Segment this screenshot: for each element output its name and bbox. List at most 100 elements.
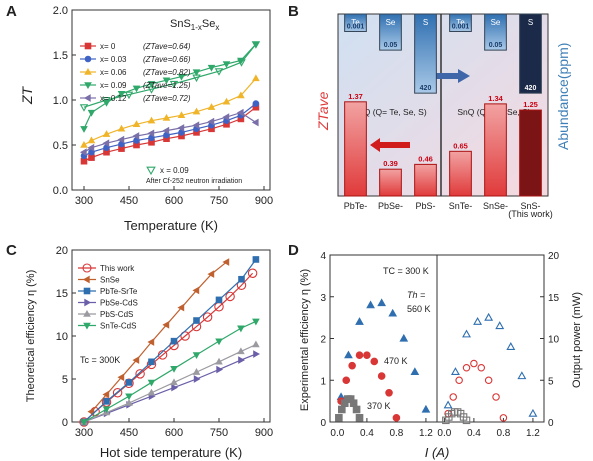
y-axis-label-a: ZT xyxy=(19,85,35,105)
panel-label-b: B xyxy=(288,3,299,20)
c-xtick-label: 300 xyxy=(75,427,93,439)
data-point-a-5 xyxy=(79,104,89,112)
legend-marker-c xyxy=(82,263,92,273)
efficiency-point-1 xyxy=(363,351,371,360)
data-point-c-1 xyxy=(207,270,215,278)
efficiency-point-0 xyxy=(377,298,387,307)
d-ytick-label-left: 4 xyxy=(320,251,326,262)
a-xtick-label: 450 xyxy=(120,195,138,207)
data-point-c-5 xyxy=(252,318,260,326)
data-point-c-5 xyxy=(125,393,133,401)
panel-label-d: D xyxy=(288,242,299,259)
zt-value-label-0: 1.37 xyxy=(348,92,363,101)
d-xtick-label: 0.8 xyxy=(496,428,510,439)
legend-marker-c xyxy=(84,298,92,307)
power-point-1 xyxy=(492,393,500,401)
power-point-1 xyxy=(449,393,457,401)
series-line-c-1 xyxy=(91,261,227,413)
legend-marker-a xyxy=(84,67,92,75)
c-ytick-label: 0 xyxy=(62,417,68,429)
data-point-a-5 xyxy=(169,80,179,89)
data-point-c-1 xyxy=(222,258,230,266)
zt-bar-2 xyxy=(414,163,437,197)
c-ytick-label: 20 xyxy=(56,245,68,257)
power-point-0 xyxy=(473,317,483,325)
data-point-c-1 xyxy=(87,407,95,416)
power-point-0 xyxy=(443,400,453,409)
abundance-bar-3 xyxy=(449,13,472,32)
c-ytick-label: 5 xyxy=(62,374,68,386)
legend-marker-c xyxy=(83,287,91,295)
data-point-a-0 xyxy=(88,154,95,161)
data-point-c-3 xyxy=(238,356,245,364)
power-point-0 xyxy=(484,312,494,321)
zt-bar-5 xyxy=(519,109,542,197)
data-point-c-5 xyxy=(237,325,245,333)
category-note-b: (This work) xyxy=(508,209,553,219)
th-annotation-d: Th = xyxy=(407,290,425,300)
d-ytick-label-left: 3 xyxy=(320,293,326,304)
data-point-c-2 xyxy=(252,256,260,263)
abundance-value-label-4: 0.05 xyxy=(489,42,503,49)
panel-c: Theoretical efficiency η (%) Hot side te… xyxy=(25,245,273,460)
d-xtick-label: 0.0 xyxy=(437,428,451,439)
legend-marker-a xyxy=(83,94,91,102)
efficiency-point-0 xyxy=(421,404,431,413)
element-label-0: Te xyxy=(351,18,360,27)
x-axis-label-a: Temperature (K) xyxy=(124,218,218,233)
legend-zt-a: (ZTave=1.25) xyxy=(143,81,191,90)
right-axis-label-b: Abundance(ppm) xyxy=(555,43,571,150)
axis-ticks-d: 0.0 0.4 0.8 1.2 0.0 0.4 0.8 1.2 0 1 2 3 4 0 5 10 15 20 xyxy=(320,251,559,439)
group-label-pbq: PbQ (Q= Te, Se, S) xyxy=(353,107,426,117)
data-point-a-3 xyxy=(222,61,231,69)
data-point-c-5 xyxy=(102,406,111,414)
data-point-c-0 xyxy=(247,268,258,278)
data-point-a-4 xyxy=(192,121,200,130)
data-point-c-2 xyxy=(193,317,200,324)
c-xtick-label: 450 xyxy=(120,427,138,439)
data-point-c-1 xyxy=(102,390,110,399)
legend-marker-a xyxy=(84,55,92,63)
data-point-c-3 xyxy=(193,375,201,383)
data-point-a-4 xyxy=(177,124,185,132)
efficiency-point-2 xyxy=(355,414,364,422)
category-label-1: PbSe- xyxy=(378,201,403,211)
x-axis-label-d: I (A) xyxy=(425,445,450,460)
data-point-a-3 xyxy=(132,85,141,93)
zt-value-label-2: 0.46 xyxy=(418,154,433,163)
data-point-a-5 xyxy=(214,68,224,76)
data-point-c-1 xyxy=(177,303,185,312)
y-axis-label-right-d: Output power (mW) xyxy=(571,292,583,388)
data-point-c-1 xyxy=(132,356,140,364)
data-point-c-4 xyxy=(192,368,201,375)
series-line-c-0 xyxy=(83,272,254,423)
abundance-bar-4 xyxy=(484,13,507,51)
data-point-a-5 xyxy=(251,41,261,49)
data-point-a-2 xyxy=(117,124,126,132)
temp-label-370: 370 K xyxy=(367,401,391,411)
legend-label-c: This work xyxy=(100,264,135,273)
chart-marks-b: 1.37PbTe-Te0.0010.39PbSe-Se0.050.46PbS-S… xyxy=(344,13,553,219)
data-point-c-0 xyxy=(112,388,123,398)
data-point-a-3 xyxy=(117,91,126,98)
data-point-c-4 xyxy=(237,347,245,355)
data-point-a-3 xyxy=(162,77,171,85)
panel-label-c: C xyxy=(6,242,17,259)
d-ytick-label-left: 0 xyxy=(320,418,326,429)
data-point-a-2 xyxy=(252,74,260,82)
power-point-1 xyxy=(499,414,508,422)
power-point-0 xyxy=(528,408,538,417)
data-point-c-2 xyxy=(238,275,245,283)
power-point-0 xyxy=(517,371,527,380)
d-xtick-label: 0.8 xyxy=(389,428,403,439)
data-point-c-2 xyxy=(148,358,155,366)
data-point-a-2 xyxy=(177,111,186,118)
d-ytick-label-right: 0 xyxy=(548,418,554,429)
efficiency-point-1 xyxy=(355,351,364,360)
data-point-c-5 xyxy=(170,365,178,373)
element-label-5: S xyxy=(528,18,533,27)
efficiency-point-1 xyxy=(370,357,379,366)
data-point-a-5 xyxy=(102,97,111,105)
abundance-value-label-3: 0.001 xyxy=(452,23,470,30)
zt-value-label-3: 0.65 xyxy=(453,141,468,150)
